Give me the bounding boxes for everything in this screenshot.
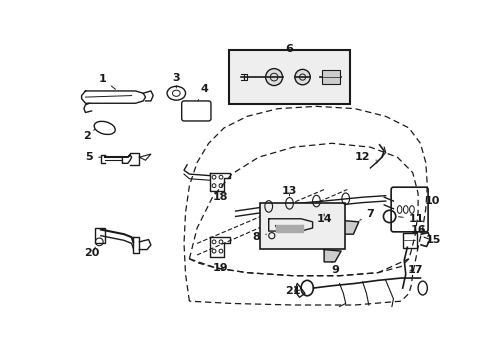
Text: 13: 13 [281, 186, 297, 196]
Polygon shape [324, 249, 341, 262]
Bar [402, 233, 416, 248]
Text: 14: 14 [316, 214, 331, 224]
Text: 18: 18 [212, 192, 227, 202]
Text: 8: 8 [252, 232, 266, 242]
Text: 1: 1 [98, 75, 115, 89]
Text: 19: 19 [212, 257, 227, 273]
Polygon shape [339, 220, 358, 234]
Text: 15: 15 [425, 235, 440, 244]
Ellipse shape [265, 69, 282, 86]
Text: 6: 6 [285, 44, 293, 54]
Text: 10: 10 [424, 196, 439, 206]
Text: 16: 16 [409, 225, 425, 235]
Text: 2: 2 [83, 130, 95, 141]
Text: 7: 7 [359, 209, 373, 220]
Bar [95, 228, 105, 243]
Text: 12: 12 [354, 152, 376, 162]
Text: 3: 3 [172, 73, 180, 88]
FancyBboxPatch shape [260, 203, 344, 249]
Text: 20: 20 [84, 247, 99, 258]
Text: 9: 9 [331, 262, 339, 275]
Text: 17: 17 [407, 265, 422, 275]
Text: 5: 5 [85, 152, 101, 162]
FancyBboxPatch shape [321, 70, 340, 84]
FancyBboxPatch shape [229, 50, 349, 104]
Text: 21: 21 [285, 286, 301, 296]
Text: 11: 11 [398, 214, 424, 224]
Ellipse shape [294, 69, 310, 85]
Text: 4: 4 [197, 84, 208, 101]
